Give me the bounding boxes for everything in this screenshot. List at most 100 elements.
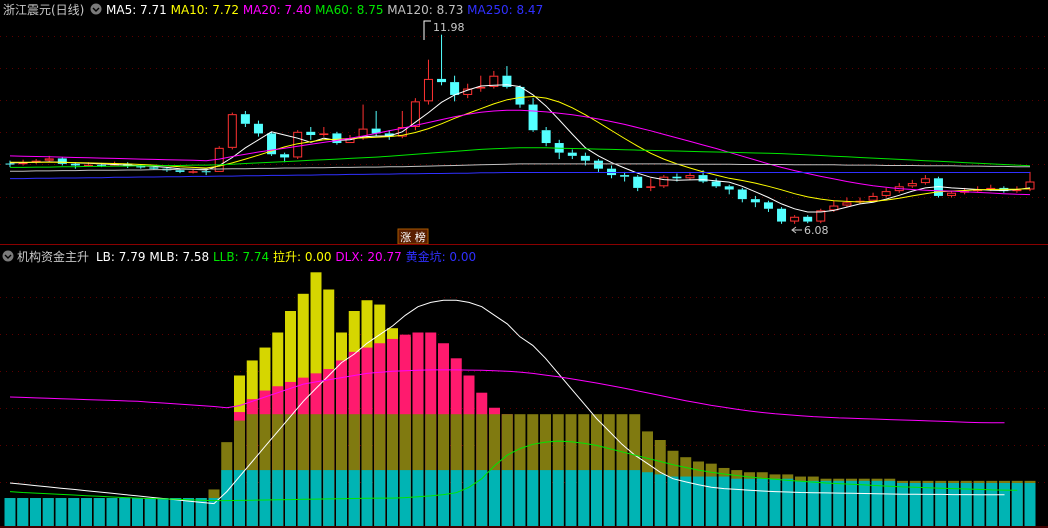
base-bar: [999, 483, 1010, 526]
candle-body: [685, 175, 695, 179]
ma-line-ma20: [9, 109, 1031, 196]
candle-body: [44, 158, 54, 161]
candle-body: [450, 82, 460, 95]
indicator-value-2: LLB: 7.74: [213, 250, 273, 264]
candle: [57, 157, 67, 166]
candle: [750, 195, 760, 208]
base-bar: [30, 498, 41, 526]
base-bar: [412, 470, 424, 526]
candle-body: [5, 163, 15, 165]
candle-body: [253, 123, 263, 134]
base-bar: [183, 498, 194, 526]
candle: [607, 165, 617, 179]
base-bar: [234, 470, 245, 526]
base-bar: [680, 476, 692, 526]
candle-body: [541, 130, 551, 144]
base-bar: [42, 498, 54, 526]
candle: [332, 131, 342, 145]
base-bar: [476, 470, 488, 526]
ma-line-ma5: [9, 84, 1031, 213]
candle: [437, 34, 447, 86]
base-bar: [769, 478, 781, 526]
base-bar: [272, 470, 284, 526]
indicator-value-1: MLB: 7.58: [149, 250, 213, 264]
limit-up-badge[interactable]: 涨 榜: [397, 228, 429, 245]
base-bar: [616, 470, 628, 526]
base-bar: [425, 470, 437, 526]
candle: [816, 208, 826, 224]
base-bar: [731, 478, 743, 526]
candle: [1012, 186, 1022, 193]
ma-line-ma250: [10, 172, 1030, 180]
candle: [646, 178, 656, 192]
low-price-label: 6.08: [804, 224, 829, 237]
candle-body: [593, 160, 603, 169]
base-bar: [782, 478, 794, 526]
candle-body: [646, 186, 656, 188]
candle-body: [57, 158, 67, 164]
bottom-header: 机构资金主升 LB: 7.79 MLB: 7.58 LLB: 7.74 拉升: …: [2, 249, 476, 264]
base-bar: [514, 470, 526, 526]
base-bar: [591, 470, 602, 526]
base-bar: [119, 498, 131, 526]
base-bar: [744, 478, 755, 526]
high-price-annotation: 11.98: [423, 20, 465, 40]
base-bar: [654, 474, 666, 526]
grid-lines: [0, 36, 1048, 483]
base-bar: [246, 470, 258, 526]
candle-body: [280, 154, 290, 158]
candle-body: [70, 163, 80, 166]
indicator-value-3: 拉升: 0.00: [273, 249, 335, 264]
base-bar: [629, 470, 641, 526]
base-bar: [170, 498, 182, 526]
candle-body: [97, 164, 107, 166]
base-bar: [55, 498, 67, 526]
base-bar: [68, 498, 80, 526]
candle-body: [136, 166, 146, 168]
base-bar: [552, 470, 564, 526]
base-bar: [986, 483, 998, 526]
candle-body: [933, 178, 943, 196]
candle: [763, 200, 773, 212]
base-bar: [948, 483, 959, 526]
candle-body: [332, 133, 342, 144]
candle: [933, 176, 943, 198]
base-bar: [208, 498, 220, 526]
ma-value-3: MA60: 8.75: [315, 3, 387, 17]
candle-body: [868, 195, 878, 201]
base-bar: [922, 483, 934, 526]
candle-body: [489, 75, 499, 87]
candle-body: [763, 202, 773, 209]
candle-body: [306, 131, 316, 136]
chevron-down-circle-icon[interactable]: [2, 250, 14, 262]
base-bar: [157, 498, 169, 526]
candle-body: [750, 199, 760, 203]
ma-value-0: MA5: 7.71: [106, 3, 171, 17]
base-bar: [565, 470, 577, 526]
base-bar: [833, 480, 845, 526]
candle: [319, 127, 329, 137]
candle-body: [371, 128, 381, 134]
base-bar: [4, 498, 16, 526]
indicator-lines: [9, 299, 1018, 505]
candle: [31, 159, 41, 164]
base-bar: [705, 476, 717, 526]
candle: [659, 175, 669, 188]
indicator-title: 机构资金主升: [17, 249, 89, 264]
candle-body: [267, 133, 277, 155]
candle-body: [567, 152, 577, 156]
base-bar: [323, 470, 335, 526]
base-bar: [1024, 483, 1036, 526]
high-price-label: 11.98: [433, 21, 465, 34]
candle: [633, 175, 643, 192]
candle-body: [515, 86, 525, 105]
candle-body: [829, 205, 839, 211]
candle-body: [384, 133, 394, 137]
candle-body: [319, 133, 329, 136]
candle-body: [672, 176, 682, 179]
base-bar: [132, 498, 143, 526]
chevron-down-circle-icon[interactable]: [90, 3, 102, 15]
candle-body: [580, 155, 590, 161]
base-bar: [259, 470, 271, 526]
